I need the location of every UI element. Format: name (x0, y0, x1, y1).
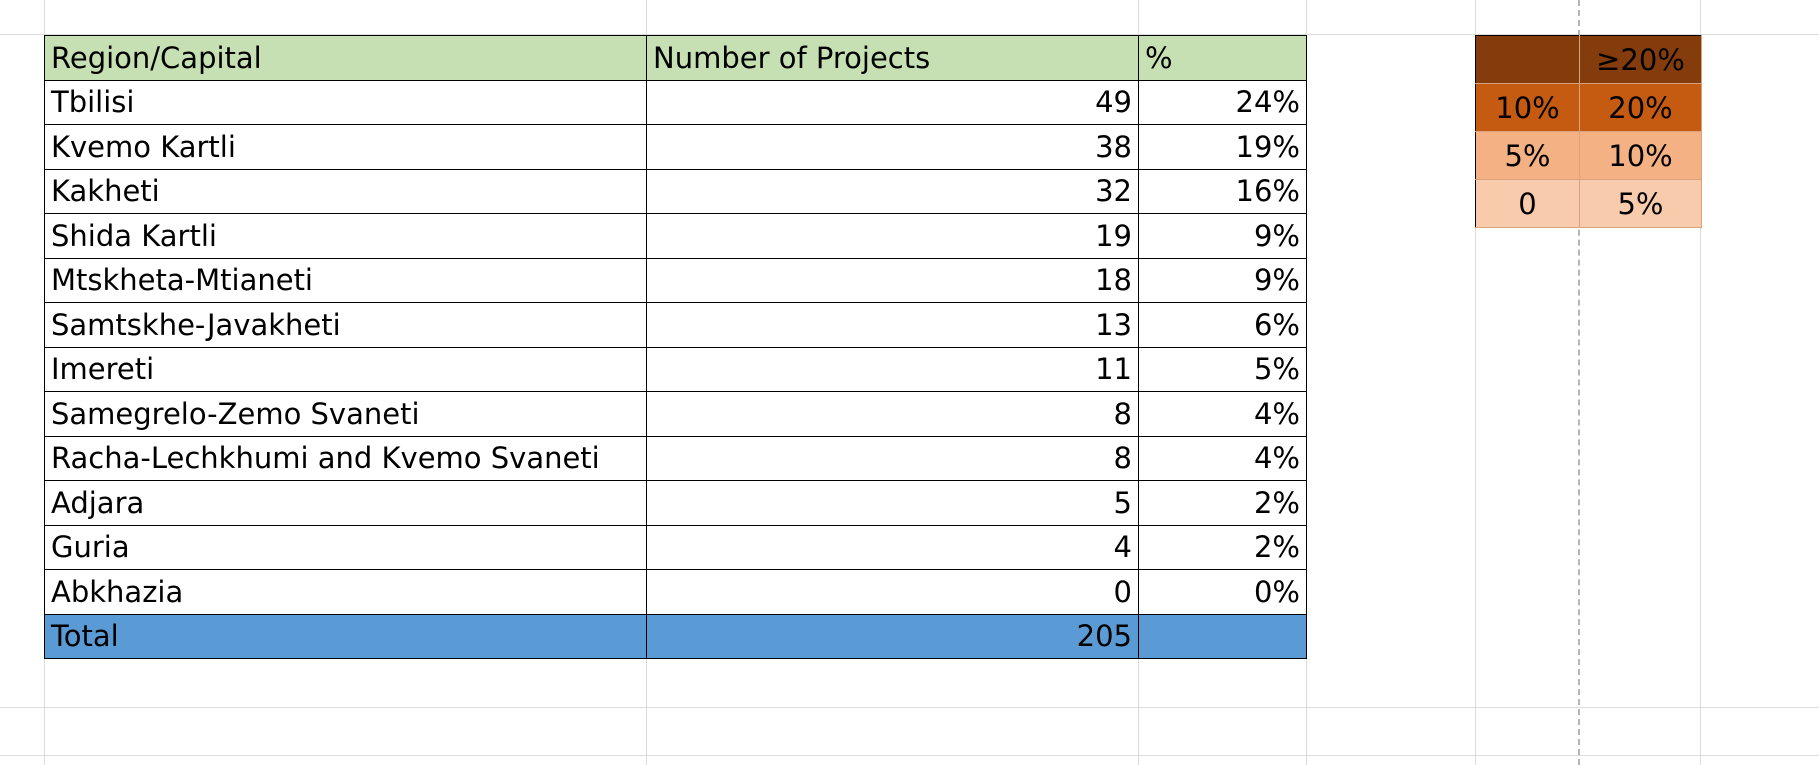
legend-to-cell[interactable]: 20% (1579, 83, 1702, 132)
table-row: Kakheti 32 16% (44, 168, 1307, 214)
legend-row: 0 5% (1475, 179, 1702, 228)
page-break-line (1578, 0, 1580, 765)
projects-cell[interactable]: 4 (646, 524, 1139, 570)
gridline (1306, 0, 1307, 765)
percent-cell[interactable]: 2% (1138, 524, 1307, 570)
legend-row: ≥20% (1475, 35, 1702, 84)
table-row: Racha-Lechkhumi and Kvemo Svaneti 8 4% (44, 435, 1307, 481)
percent-cell[interactable]: 0% (1138, 569, 1307, 615)
gridline (0, 707, 1819, 708)
table-row: Adjara 5 2% (44, 480, 1307, 526)
region-cell[interactable]: Guria (44, 524, 647, 570)
projects-cell[interactable]: 38 (646, 124, 1139, 170)
projects-cell[interactable]: 32 (646, 168, 1139, 214)
total-row: Total 205 (44, 613, 1307, 659)
legend-to-cell[interactable]: 10% (1579, 131, 1702, 180)
header-row: Region/Capital Number of Projects % (44, 35, 1307, 81)
projects-cell[interactable]: 19 (646, 213, 1139, 259)
region-cell[interactable]: Shida Kartli (44, 213, 647, 259)
region-projects-table: Region/Capital Number of Projects % Tbil… (44, 35, 1307, 659)
percent-cell[interactable]: 5% (1138, 346, 1307, 392)
region-cell[interactable]: Samtskhe-Javakheti (44, 302, 647, 348)
table-row: Kvemo Kartli 38 19% (44, 124, 1307, 170)
legend-to-cell[interactable]: 5% (1579, 179, 1702, 228)
gridline (0, 755, 1819, 756)
total-percent-cell[interactable] (1138, 613, 1307, 659)
table-row: Guria 4 2% (44, 524, 1307, 570)
region-cell[interactable]: Tbilisi (44, 79, 647, 125)
color-scale-legend: ≥20% 10% 20% 5% 10% 0 5% (1475, 35, 1702, 228)
projects-cell[interactable]: 18 (646, 257, 1139, 303)
percent-cell[interactable]: 4% (1138, 391, 1307, 437)
legend-from-cell[interactable]: 5% (1475, 131, 1580, 180)
legend-to-cell[interactable]: ≥20% (1579, 35, 1702, 84)
projects-cell[interactable]: 0 (646, 569, 1139, 615)
legend-row: 10% 20% (1475, 83, 1702, 132)
gridline (1475, 0, 1476, 765)
region-cell[interactable]: Adjara (44, 480, 647, 526)
region-cell[interactable]: Kakheti (44, 168, 647, 214)
projects-cell[interactable]: 11 (646, 346, 1139, 392)
gridline (0, 34, 1819, 35)
percent-cell[interactable]: 9% (1138, 213, 1307, 259)
projects-cell[interactable]: 49 (646, 79, 1139, 125)
header-number-of-projects[interactable]: Number of Projects (646, 35, 1139, 81)
table-row: Abkhazia 0 0% (44, 569, 1307, 615)
header-percent[interactable]: % (1138, 35, 1307, 81)
legend-from-cell[interactable] (1475, 35, 1580, 84)
legend-from-cell[interactable]: 10% (1475, 83, 1580, 132)
percent-cell[interactable]: 2% (1138, 480, 1307, 526)
total-label-cell[interactable]: Total (44, 613, 647, 659)
table-row: Mtskheta-Mtianeti 18 9% (44, 257, 1307, 303)
region-cell[interactable]: Imereti (44, 346, 647, 392)
header-region[interactable]: Region/Capital (44, 35, 647, 81)
region-cell[interactable]: Samegrelo-Zemo Svaneti (44, 391, 647, 437)
percent-cell[interactable]: 24% (1138, 79, 1307, 125)
gridline (1700, 0, 1701, 765)
table-row: Samegrelo-Zemo Svaneti 8 4% (44, 391, 1307, 437)
table-row: Samtskhe-Javakheti 13 6% (44, 302, 1307, 348)
percent-cell[interactable]: 19% (1138, 124, 1307, 170)
legend-from-cell[interactable]: 0 (1475, 179, 1580, 228)
projects-cell[interactable]: 5 (646, 480, 1139, 526)
total-projects-cell[interactable]: 205 (646, 613, 1139, 659)
region-cell[interactable]: Abkhazia (44, 569, 647, 615)
percent-cell[interactable]: 16% (1138, 168, 1307, 214)
table-row: Tbilisi 49 24% (44, 79, 1307, 125)
table-row: Shida Kartli 19 9% (44, 213, 1307, 259)
legend-row: 5% 10% (1475, 131, 1702, 180)
projects-cell[interactable]: 8 (646, 435, 1139, 481)
projects-cell[interactable]: 8 (646, 391, 1139, 437)
region-cell[interactable]: Kvemo Kartli (44, 124, 647, 170)
percent-cell[interactable]: 6% (1138, 302, 1307, 348)
projects-cell[interactable]: 13 (646, 302, 1139, 348)
region-cell[interactable]: Racha-Lechkhumi and Kvemo Svaneti (44, 435, 647, 481)
percent-cell[interactable]: 9% (1138, 257, 1307, 303)
percent-cell[interactable]: 4% (1138, 435, 1307, 481)
table-row: Imereti 11 5% (44, 346, 1307, 392)
region-cell[interactable]: Mtskheta-Mtianeti (44, 257, 647, 303)
